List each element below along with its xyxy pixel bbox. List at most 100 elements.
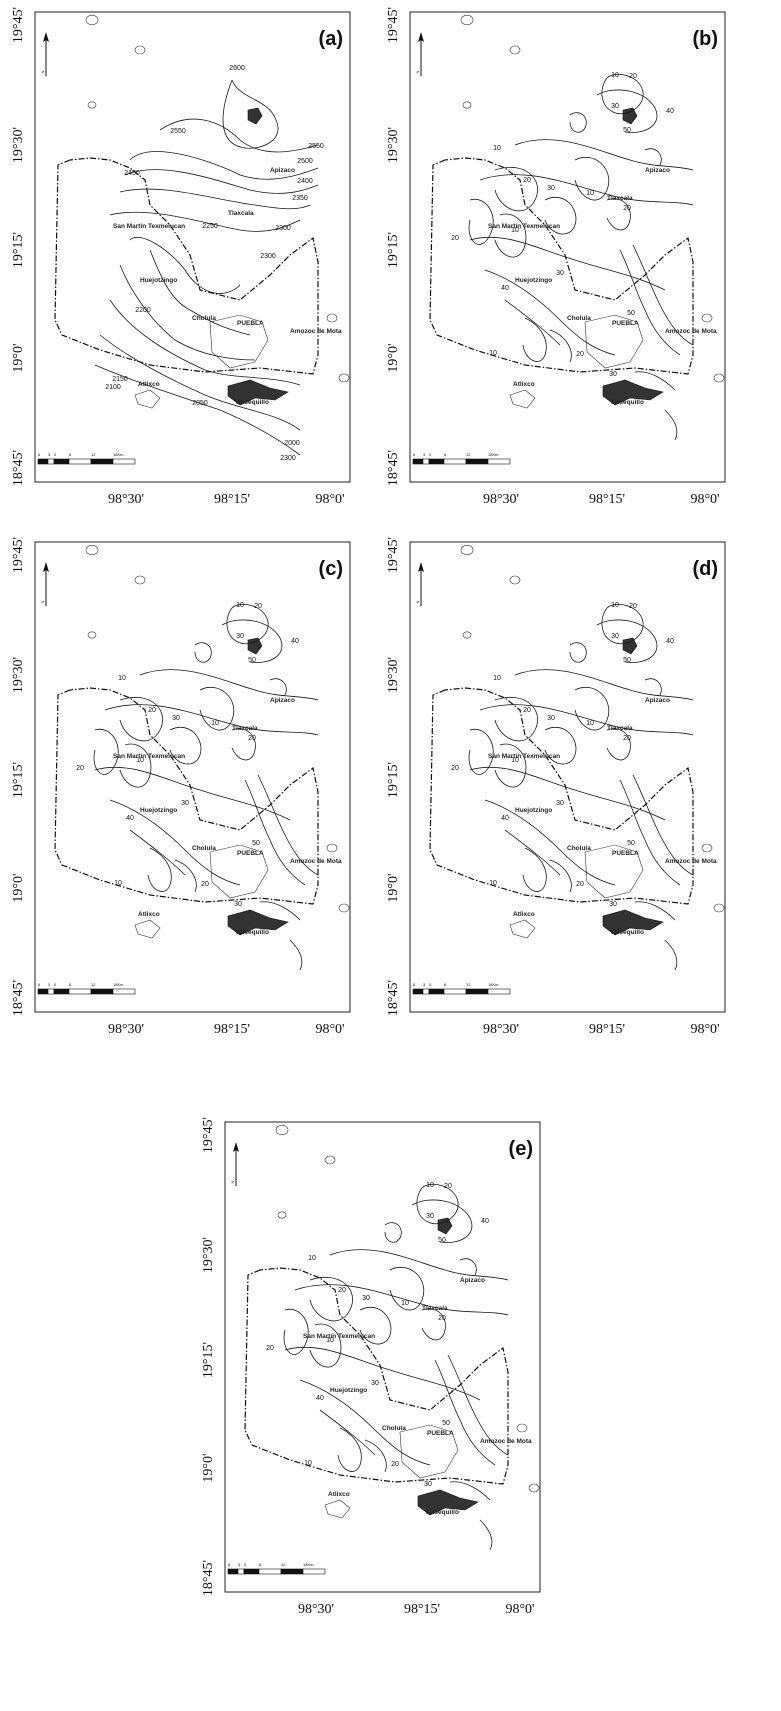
- lake-icon: [338, 903, 350, 913]
- contour-line: [119, 188, 311, 210]
- scale-label: 12: [466, 982, 471, 987]
- contour-label: 2300: [260, 253, 276, 260]
- contour-line: [384, 1222, 402, 1243]
- latitude-label: 18°45': [201, 1560, 216, 1596]
- scale-label: 12: [466, 452, 471, 457]
- contour-line: [194, 642, 212, 663]
- latitude-label: 18°45': [11, 450, 26, 486]
- contour-line: [469, 766, 666, 821]
- contour-label: 30: [609, 371, 617, 378]
- contour-line: [632, 774, 694, 876]
- contour-label: 2200: [135, 307, 151, 314]
- scale-label: 6: [38, 452, 41, 457]
- scale-label: 6: [259, 1562, 262, 1567]
- contour-label: 2250: [202, 223, 218, 230]
- contour-line: [469, 236, 666, 291]
- lake-icon: [713, 373, 725, 383]
- contour-line: [459, 1258, 477, 1276]
- scale-label: 6: [444, 982, 447, 987]
- contour-label: 10: [308, 1255, 316, 1262]
- contour-label: 50: [623, 657, 631, 664]
- town-label-amozoc: Amozoc de Mota: [480, 1438, 532, 1445]
- contour-label: 10: [118, 675, 126, 682]
- scale-label: 18Km.: [113, 982, 125, 987]
- basin-boundary: [429, 157, 694, 375]
- lake-icon: [324, 1155, 336, 1165]
- contour-lines: [468, 604, 694, 971]
- contour-label: 20: [623, 735, 631, 742]
- contour-line: [664, 409, 678, 441]
- lake-icon: [85, 544, 99, 556]
- map-svg: 19°45' 19°30' 19°15' 19°0' 18°45' 98°30' 98°15…: [386, 537, 726, 1037]
- contour-line: [259, 901, 301, 921]
- contour-label: 30: [556, 270, 564, 277]
- scale-label: 0: [54, 452, 57, 457]
- scale-label: 3: [48, 982, 51, 987]
- contour-line: [222, 79, 279, 149]
- contour-label: 2450: [124, 170, 140, 177]
- contour-line: [596, 89, 658, 133]
- contour-line: [634, 901, 676, 921]
- contour-line: [479, 1519, 493, 1551]
- town-label-huejotzingo: Huejotzingo: [140, 277, 177, 284]
- contour-label: 30: [609, 901, 617, 908]
- town-label-tlaxcala: Tlaxcala: [607, 725, 633, 732]
- urban-area: [247, 637, 263, 655]
- contour-line: [283, 1308, 309, 1355]
- puebla-city-outline: [209, 314, 269, 369]
- contour-line: [494, 166, 538, 212]
- contour-label: 20: [391, 1461, 399, 1468]
- contour-line: [494, 696, 538, 742]
- lake-icon: [509, 575, 521, 585]
- town-label-huejotzingo: Huejotzingo: [140, 807, 177, 814]
- town-label-huejotzingo: Huejotzingo: [515, 807, 552, 814]
- contour-label: 30: [611, 103, 619, 110]
- contour-label: 2550: [308, 143, 324, 150]
- latitude-label: 19°15': [11, 232, 26, 268]
- scale-label: 0: [429, 452, 432, 457]
- lake-icon: [326, 313, 338, 323]
- map-svg: 19°45' 19°30' 19°15' 19°0' 18°45' 98°30' 98°15…: [11, 537, 351, 1037]
- longitude-label: 98°15': [589, 492, 625, 507]
- scale-bar: 6 3 0 6 12 18Km.: [37, 452, 136, 465]
- town-label-amozoc: Amozoc de Mota: [665, 328, 717, 335]
- town-label-apizaco: Apizaco: [460, 1277, 485, 1284]
- contour-lines: [94, 79, 319, 456]
- scale-bar: 6 3 0 6 12 18Km.: [227, 1562, 326, 1575]
- longitude-label: 98°30': [108, 1022, 144, 1037]
- contour-label: 50: [442, 1420, 450, 1427]
- scale-label: 12: [91, 452, 96, 457]
- town-label-amozoc: Amozoc de Mota: [665, 858, 717, 865]
- contour-label: 40: [481, 1218, 489, 1225]
- contour-label: 30: [556, 800, 564, 807]
- contour-line: [93, 728, 119, 775]
- contour-line: [99, 334, 301, 431]
- contour-label: 30: [547, 185, 555, 192]
- contour-line: [601, 604, 644, 645]
- town-label-atlixco: Atlixco: [328, 1491, 350, 1498]
- town-label-valsequillo: Valsequillo: [610, 399, 644, 406]
- contour-line: [309, 1323, 342, 1368]
- north-label: N: [230, 1180, 235, 1183]
- urban-area: [437, 1217, 453, 1235]
- town-label-puebla: PUEBLA: [237, 850, 264, 857]
- contour-label: 10: [211, 720, 219, 727]
- contour-line: [574, 157, 610, 201]
- map-frame: [34, 541, 351, 1013]
- atlixco-outline: [324, 1499, 351, 1519]
- scale-label: 3: [423, 452, 426, 457]
- lake-icon: [701, 313, 713, 323]
- town-label-puebla: PUEBLA: [427, 1430, 454, 1437]
- map-panel-d: 19°45' 19°30' 19°15' 19°0' 18°45' 98°30' 98°15…: [375, 530, 745, 1090]
- contour-label: 40: [666, 638, 674, 645]
- contour-line: [147, 847, 172, 892]
- lake-icon: [87, 631, 97, 639]
- map-svg: 19°45' 19°30' 19°15' 19°0' 18°45' 98°30' 98°15…: [11, 7, 351, 507]
- scale-label: 0: [54, 982, 57, 987]
- contour-line: [199, 687, 235, 731]
- town-label-huejotzingo: Huejotzingo: [330, 1387, 367, 1394]
- town-label-tlaxcala: Tlaxcala: [228, 210, 254, 217]
- contour-label: 10: [489, 350, 497, 357]
- contour-line: [484, 269, 616, 356]
- longitude-label: 98°30': [298, 1602, 334, 1617]
